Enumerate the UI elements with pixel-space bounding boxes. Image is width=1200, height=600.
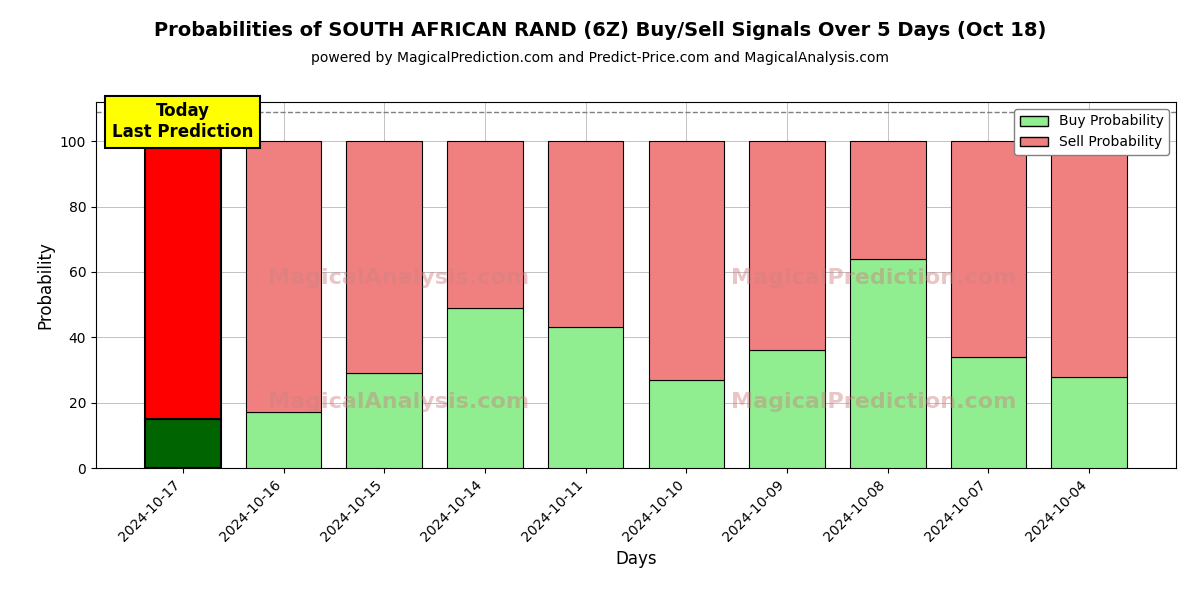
X-axis label: Days: Days bbox=[616, 550, 656, 568]
Bar bbox=[448, 308, 523, 468]
Bar bbox=[749, 141, 824, 350]
Bar bbox=[749, 350, 824, 468]
Bar bbox=[648, 380, 724, 468]
Bar bbox=[548, 141, 624, 328]
Text: MagicalPrediction.com: MagicalPrediction.com bbox=[731, 268, 1016, 287]
Bar bbox=[950, 357, 1026, 468]
Text: MagicalAnalysis.com: MagicalAnalysis.com bbox=[268, 268, 529, 287]
Y-axis label: Probability: Probability bbox=[36, 241, 54, 329]
Bar bbox=[548, 328, 624, 468]
Text: Today
Last Prediction: Today Last Prediction bbox=[112, 102, 253, 141]
Bar bbox=[145, 419, 221, 468]
Legend: Buy Probability, Sell Probability: Buy Probability, Sell Probability bbox=[1014, 109, 1169, 155]
Text: MagicalPrediction.com: MagicalPrediction.com bbox=[731, 392, 1016, 412]
Bar bbox=[950, 141, 1026, 357]
Bar bbox=[246, 412, 322, 468]
Bar bbox=[648, 141, 724, 380]
Bar bbox=[1051, 377, 1127, 468]
Bar bbox=[1051, 141, 1127, 377]
Bar bbox=[145, 141, 221, 419]
Bar bbox=[347, 141, 422, 373]
Text: MagicalAnalysis.com: MagicalAnalysis.com bbox=[268, 392, 529, 412]
Text: powered by MagicalPrediction.com and Predict-Price.com and MagicalAnalysis.com: powered by MagicalPrediction.com and Pre… bbox=[311, 51, 889, 65]
Bar bbox=[246, 141, 322, 412]
Text: Probabilities of SOUTH AFRICAN RAND (6Z) Buy/Sell Signals Over 5 Days (Oct 18): Probabilities of SOUTH AFRICAN RAND (6Z)… bbox=[154, 21, 1046, 40]
Bar bbox=[850, 259, 925, 468]
Bar bbox=[347, 373, 422, 468]
Bar bbox=[448, 141, 523, 308]
Bar bbox=[850, 141, 925, 259]
